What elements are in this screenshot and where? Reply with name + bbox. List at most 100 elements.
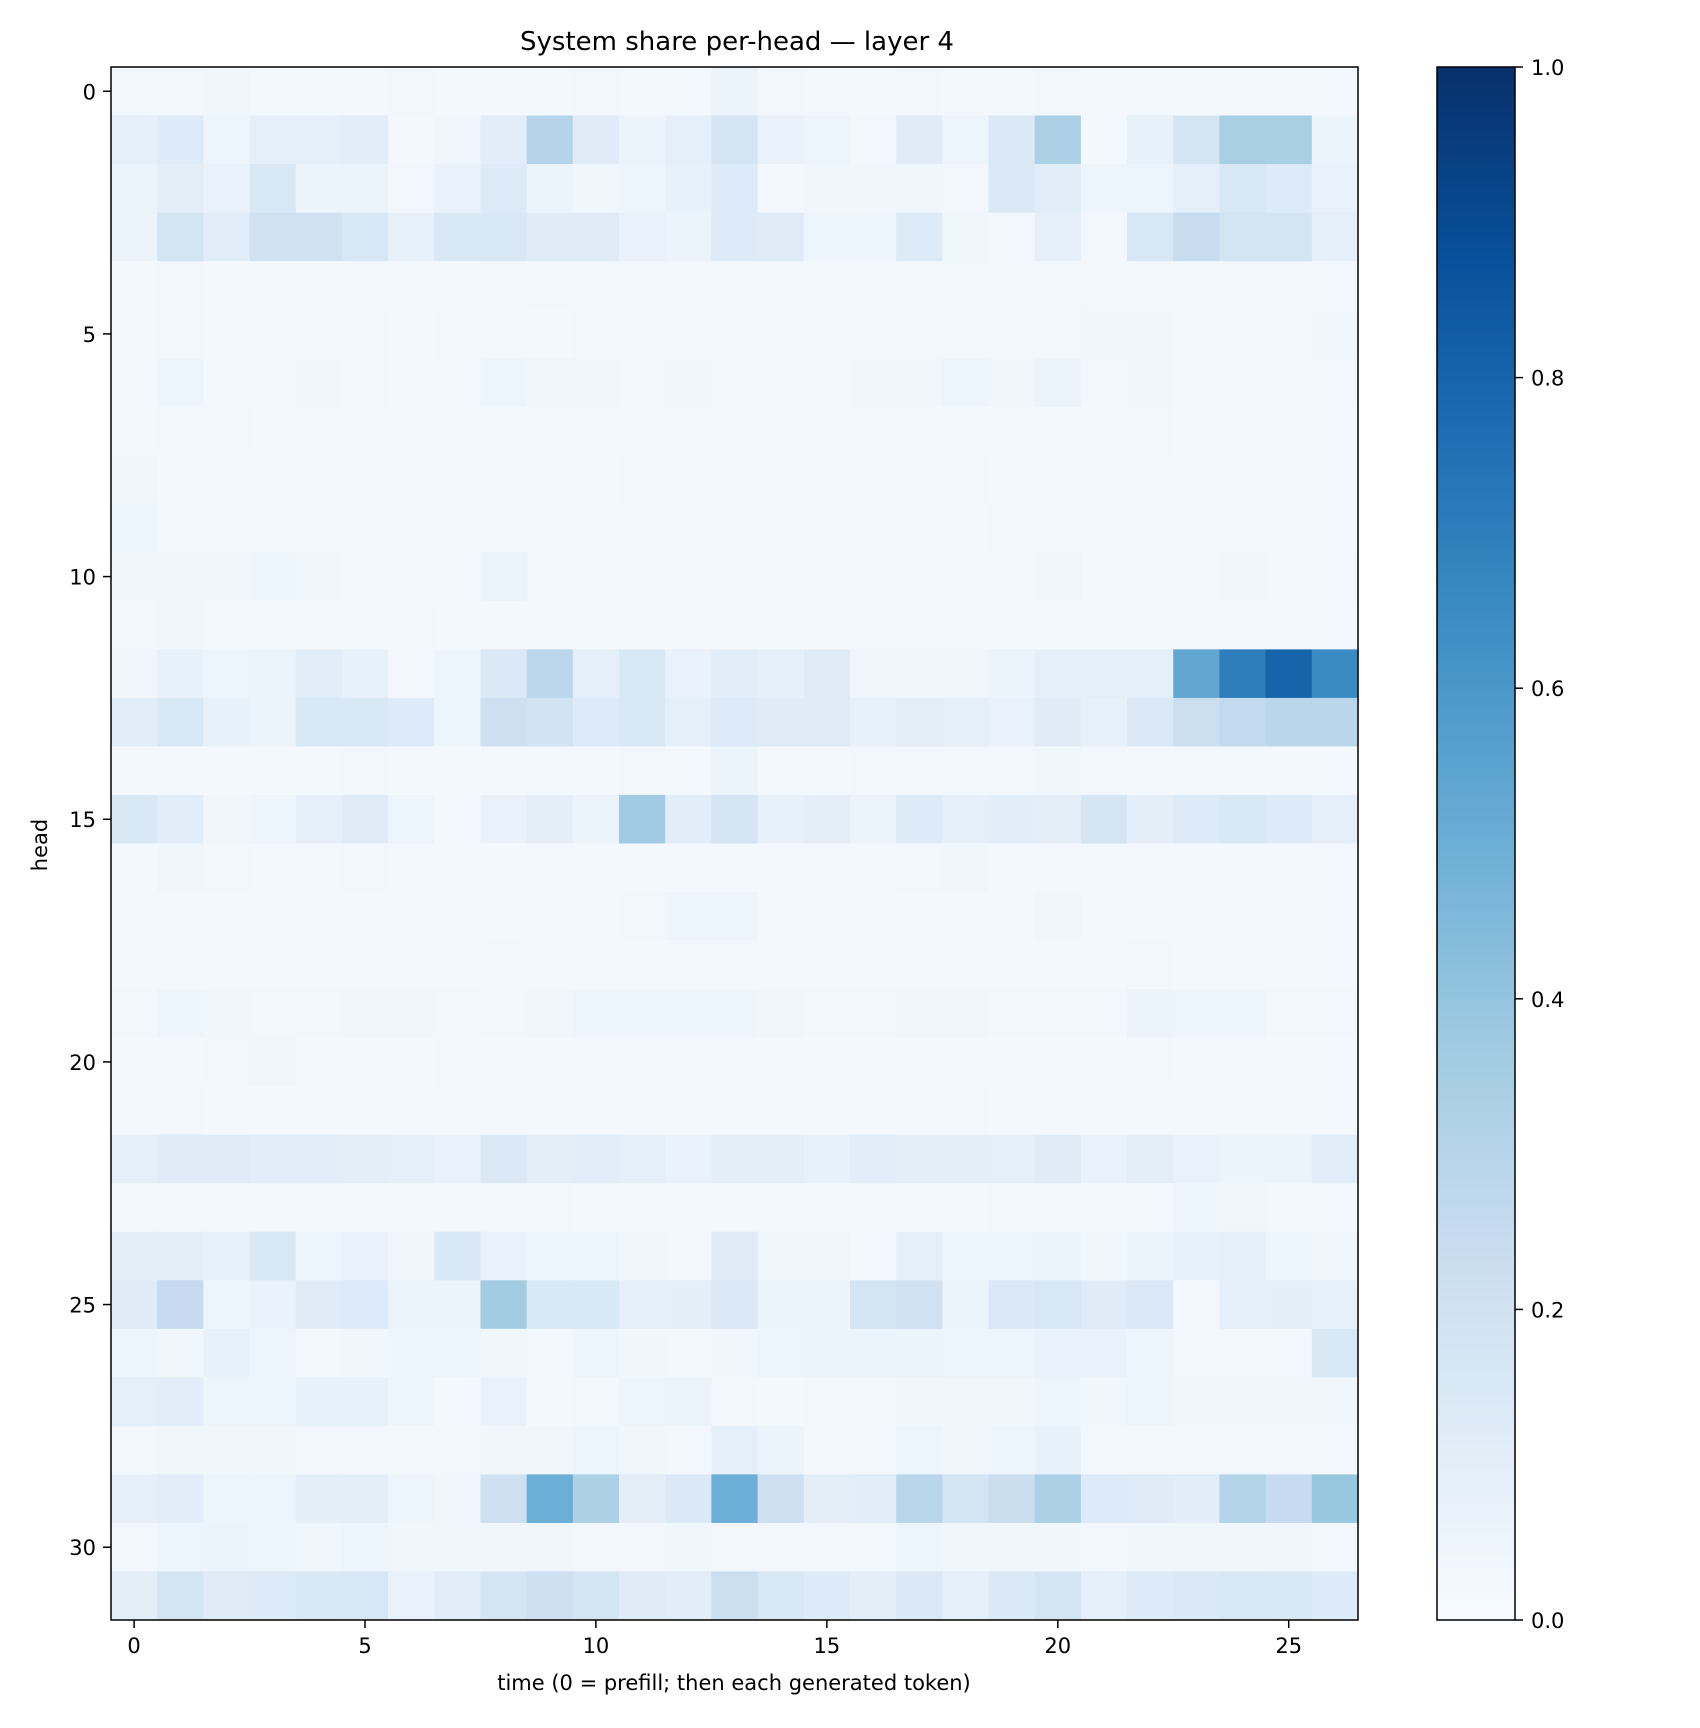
heatmap-cell <box>849 164 897 214</box>
heatmap-cell <box>434 989 482 1039</box>
heatmap-cell <box>249 1328 297 1378</box>
heatmap-cell <box>1265 892 1313 942</box>
heatmap-cell <box>388 164 435 214</box>
heatmap-cell <box>1311 1037 1359 1087</box>
heatmap-cell <box>203 1086 251 1136</box>
x-axis-label: time (0 = prefill; then each generated t… <box>497 1671 971 1695</box>
heatmap-cell <box>295 1522 343 1573</box>
heatmap-cell <box>434 358 482 408</box>
heatmap-cell <box>942 1377 990 1427</box>
heatmap-cell <box>896 697 943 748</box>
heatmap-cell <box>757 309 805 359</box>
heatmap-cell <box>157 1134 204 1184</box>
heatmap-cell <box>572 1328 620 1378</box>
heatmap-cell <box>711 164 759 214</box>
heatmap-cell <box>942 649 990 699</box>
heatmap-cell <box>803 843 851 893</box>
heatmap-cell <box>295 1134 343 1184</box>
heatmap-cell <box>203 1328 251 1378</box>
heatmap-cell <box>1219 1328 1267 1378</box>
heatmap-cell <box>942 1425 990 1476</box>
heatmap-cell <box>849 406 897 456</box>
heatmap-cell <box>295 261 343 311</box>
heatmap-cell <box>896 358 943 408</box>
heatmap-cell <box>480 1474 528 1524</box>
heatmap-cell <box>388 503 435 553</box>
heatmap-cell <box>388 600 435 650</box>
heatmap-cell <box>1265 261 1313 311</box>
heatmap-cell <box>988 794 1036 845</box>
heatmap-cell <box>249 212 297 262</box>
heatmap-cell <box>619 1425 666 1476</box>
heatmap-cell <box>896 1425 943 1476</box>
heatmap-cell <box>1173 1522 1221 1573</box>
heatmap-cell <box>480 406 528 456</box>
heatmap-cell <box>157 697 204 748</box>
heatmap-cell <box>480 1280 528 1330</box>
heatmap-cell <box>341 989 389 1039</box>
heatmap-cell <box>341 1280 389 1330</box>
heatmap-cell <box>849 1522 897 1573</box>
heatmap-cell <box>711 794 759 845</box>
heatmap-cell <box>757 1231 805 1281</box>
heatmap-cell <box>526 503 574 553</box>
heatmap-cell <box>1219 892 1267 942</box>
heatmap-cell <box>896 600 943 650</box>
heatmap-cell <box>1127 940 1174 990</box>
heatmap-cell <box>988 746 1036 796</box>
heatmap-cell <box>1173 1086 1221 1136</box>
heatmap-cell <box>1080 1086 1128 1136</box>
heatmap-cell <box>295 1231 343 1281</box>
heatmap-cell <box>665 794 713 845</box>
heatmap-cell <box>388 1231 435 1281</box>
heatmap-cell <box>849 309 897 359</box>
heatmap-cell <box>849 503 897 553</box>
heatmap-cell <box>1311 164 1359 214</box>
colorbar-tick-label: 1.0 <box>1531 56 1564 80</box>
heatmap-cell <box>942 989 990 1039</box>
heatmap-cell <box>803 1280 851 1330</box>
heatmap-cell <box>1080 406 1128 456</box>
heatmap-cell <box>1034 1183 1082 1233</box>
heatmap-cell <box>803 164 851 214</box>
heatmap-cell <box>988 261 1036 311</box>
heatmap-cell <box>157 1425 204 1476</box>
heatmap-cell <box>1219 843 1267 893</box>
heatmap-cell <box>1127 309 1174 359</box>
heatmap-cell <box>249 989 297 1039</box>
heatmap-cell <box>988 67 1036 117</box>
heatmap-cell <box>249 1571 297 1621</box>
heatmap-cell <box>341 67 389 117</box>
heatmap-cell <box>341 892 389 942</box>
heatmap-cell <box>480 892 528 942</box>
heatmap-cell <box>665 940 713 990</box>
heatmap-cell <box>711 1522 759 1573</box>
heatmap-cell <box>1173 552 1221 602</box>
heatmap-cell <box>1311 1134 1359 1184</box>
heatmap-cell <box>619 1377 666 1427</box>
heatmap-cell <box>803 1231 851 1281</box>
heatmap-cell <box>295 989 343 1039</box>
heatmap-cell <box>388 358 435 408</box>
heatmap-cell <box>572 697 620 748</box>
heatmap-cell <box>803 1037 851 1087</box>
heatmap-cell <box>1265 1280 1313 1330</box>
heatmap-cell <box>988 1522 1036 1573</box>
heatmap-cell <box>295 1377 343 1427</box>
heatmap-cell <box>1127 1474 1174 1524</box>
heatmap-cell <box>849 794 897 845</box>
heatmap-cell <box>295 1328 343 1378</box>
heatmap-cell <box>157 503 204 553</box>
heatmap-cell <box>619 1086 666 1136</box>
heatmap-cell <box>480 1522 528 1573</box>
heatmap-cell <box>896 794 943 845</box>
heatmap-cell <box>341 1037 389 1087</box>
heatmap-cell <box>711 455 759 505</box>
heatmap-cell <box>572 503 620 553</box>
heatmap-cell <box>988 1571 1036 1621</box>
heatmap-cell <box>480 1134 528 1184</box>
heatmap-cell <box>896 940 943 990</box>
heatmap-cell <box>849 892 897 942</box>
heatmap-cell <box>1034 746 1082 796</box>
heatmap-cell <box>249 358 297 408</box>
